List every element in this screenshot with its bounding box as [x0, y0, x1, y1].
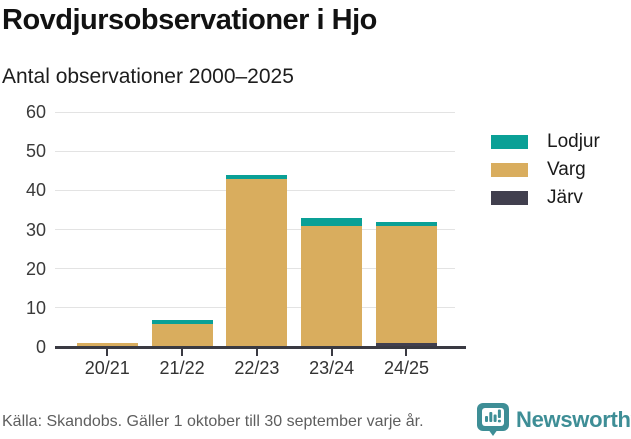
- y-tick-label-0: 0: [35, 337, 46, 357]
- bar-segment-lodjur-23-24: [301, 217, 363, 226]
- brand-name: Newsworthy: [516, 407, 631, 432]
- x-tick-mark: [330, 349, 333, 356]
- bar-segment-lodjur-22-23: [226, 174, 288, 179]
- plot-area: [55, 111, 455, 347]
- y-tick-label-30: 30: [25, 219, 46, 240]
- legend-item-jarv: Järv: [491, 184, 600, 212]
- legend-swatch-varg: [491, 163, 528, 177]
- legend-label: Järv: [547, 187, 583, 208]
- x-tick-mark: [405, 349, 408, 356]
- legend-label: Lodjur: [547, 131, 600, 152]
- legend: Lodjur Varg Järv: [491, 128, 600, 212]
- bar-segment-lodjur-21-22: [151, 319, 213, 324]
- legend-label: Varg: [547, 159, 586, 180]
- newsworthy-logo-icon: [477, 403, 509, 436]
- legend-swatch-lodjur: [491, 135, 528, 149]
- bar-segment-varg-23-24: [301, 225, 363, 347]
- y-tick-label-50: 50: [25, 141, 46, 162]
- bar-segment-varg-20-21: [76, 343, 138, 347]
- bar-segment-varg-21-22: [151, 323, 213, 347]
- x-tick-label-22-23: 22/23: [234, 358, 280, 378]
- x-tick-label-20-21: 20/21: [84, 358, 130, 378]
- legend-item-varg: Varg: [491, 156, 600, 184]
- x-axis-line: [55, 346, 466, 349]
- bar-segment-järv-24-25: [375, 343, 437, 347]
- bar-segment-lodjur-24-25: [375, 221, 437, 226]
- newsworthy-brand-link[interactable]: Newsworthy: [477, 403, 631, 437]
- y-tick-label-20: 20: [25, 258, 46, 279]
- bar-segment-varg-22-23: [226, 178, 288, 347]
- source-note: Källa: Skandobs. Gäller 1 oktober till 3…: [2, 413, 424, 430]
- legend-swatch-jarv: [491, 191, 528, 205]
- y-tick-label-60: 60: [25, 102, 46, 122]
- bar-segment-varg-24-25: [375, 225, 437, 344]
- x-tick-label-21-22: 21/22: [159, 358, 205, 378]
- x-tick-mark: [106, 349, 109, 356]
- legend-item-lodjur: Lodjur: [491, 128, 600, 156]
- y-tick-label-10: 10: [25, 297, 46, 318]
- gridline-50: [55, 150, 455, 152]
- gridline-60: [55, 111, 455, 113]
- chart-subtitle: Antal observationer 2000–2025: [2, 65, 294, 88]
- x-tick-label-23-24: 23/24: [309, 358, 355, 378]
- page-title: Rovdjursobservationer i Hjo: [2, 4, 377, 36]
- x-tick-label-24-25: 24/25: [383, 358, 429, 378]
- y-tick-label-40: 40: [25, 180, 46, 201]
- x-tick-mark: [181, 349, 184, 356]
- x-tick-mark: [255, 349, 258, 356]
